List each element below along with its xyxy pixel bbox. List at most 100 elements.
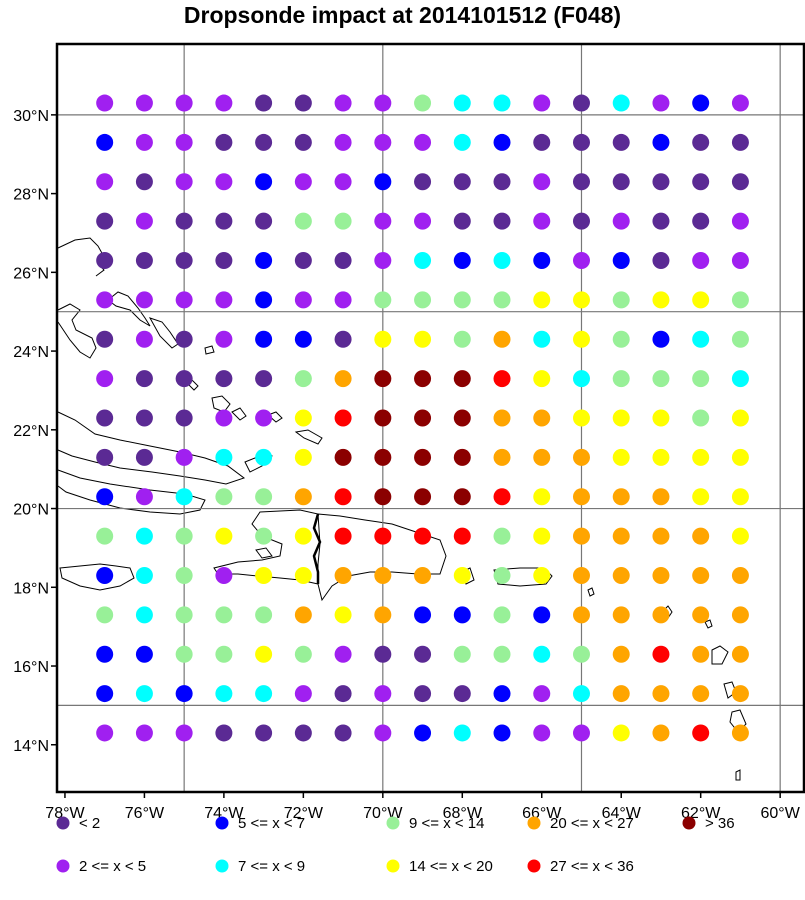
data-point (731, 606, 749, 624)
data-point (374, 94, 392, 112)
data-point (135, 606, 153, 624)
data-points (96, 94, 749, 742)
data-point (294, 724, 312, 742)
data-point (334, 409, 352, 427)
data-point (374, 133, 392, 151)
data-point (572, 448, 590, 466)
data-point (453, 527, 471, 545)
coastline (107, 291, 151, 327)
coastline (267, 411, 283, 423)
data-point (96, 448, 114, 466)
data-point (652, 291, 670, 309)
data-point (731, 330, 749, 348)
data-point (135, 252, 153, 270)
data-point (533, 330, 551, 348)
data-point (692, 724, 710, 742)
data-point (334, 488, 352, 506)
data-point (533, 409, 551, 427)
data-point (533, 685, 551, 703)
data-point (612, 488, 630, 506)
data-point (334, 291, 352, 309)
legend-label: > 36 (705, 815, 735, 832)
data-point (334, 606, 352, 624)
y-tick-label: 26°N (13, 265, 49, 282)
data-point (414, 645, 432, 663)
data-point (334, 173, 352, 191)
coastline (735, 769, 741, 781)
y-axis: 14°N 16°N 18°N 20°N 22°N 24°N 26°N 28°N 30°N (13, 108, 57, 755)
data-point (612, 645, 630, 663)
data-point (414, 291, 432, 309)
x-tick-label: 76°W (125, 805, 165, 822)
data-point (294, 645, 312, 663)
data-point (692, 94, 710, 112)
data-point (175, 133, 193, 151)
data-point (692, 291, 710, 309)
data-point (453, 448, 471, 466)
data-point (175, 488, 193, 506)
data-point (96, 409, 114, 427)
data-point (96, 330, 114, 348)
x-tick-label: 78°W (45, 805, 85, 822)
data-point (493, 252, 511, 270)
data-point (414, 370, 432, 388)
data-point (374, 212, 392, 230)
data-point (414, 488, 432, 506)
legend-label: < 2 (79, 815, 100, 832)
data-point (334, 94, 352, 112)
coastline (59, 563, 135, 591)
data-point (96, 212, 114, 230)
data-point (374, 645, 392, 663)
data-point (652, 252, 670, 270)
data-point (453, 566, 471, 584)
data-point (493, 566, 511, 584)
coastline (57, 411, 246, 485)
data-point (731, 724, 749, 742)
data-point (175, 252, 193, 270)
data-point (175, 291, 193, 309)
data-point (294, 527, 312, 545)
data-point (493, 724, 511, 742)
data-point (533, 724, 551, 742)
data-point (533, 488, 551, 506)
data-point (96, 724, 114, 742)
data-point (215, 409, 233, 427)
data-point (612, 291, 630, 309)
data-point (175, 94, 193, 112)
data-point (374, 370, 392, 388)
data-point (572, 645, 590, 663)
data-point (692, 606, 710, 624)
legend-swatch (682, 816, 696, 830)
data-point (453, 252, 471, 270)
data-point (294, 409, 312, 427)
data-point (692, 173, 710, 191)
data-point (255, 488, 273, 506)
data-point (135, 645, 153, 663)
data-point (215, 724, 233, 742)
y-tick-label: 20°N (13, 502, 49, 519)
data-point (453, 488, 471, 506)
data-point (374, 724, 392, 742)
data-point (612, 724, 630, 742)
data-point (414, 409, 432, 427)
data-point (612, 370, 630, 388)
legend: < 2 2 <= x < 5 5 <= x < 7 7 <= x < 9 9 <= x … (56, 815, 735, 875)
data-point (493, 330, 511, 348)
data-point (374, 173, 392, 191)
data-point (294, 370, 312, 388)
legend-label: 14 <= x < 20 (409, 858, 493, 875)
data-point (255, 527, 273, 545)
data-point (215, 133, 233, 151)
data-point (255, 173, 273, 191)
data-point (692, 409, 710, 427)
data-point (572, 330, 590, 348)
y-tick-label: 22°N (13, 423, 49, 440)
data-point (652, 685, 670, 703)
data-point (731, 252, 749, 270)
data-point (175, 409, 193, 427)
data-point (96, 252, 114, 270)
data-point (96, 606, 114, 624)
legend-swatch (386, 816, 400, 830)
legend-swatch (527, 816, 541, 830)
data-point (374, 448, 392, 466)
